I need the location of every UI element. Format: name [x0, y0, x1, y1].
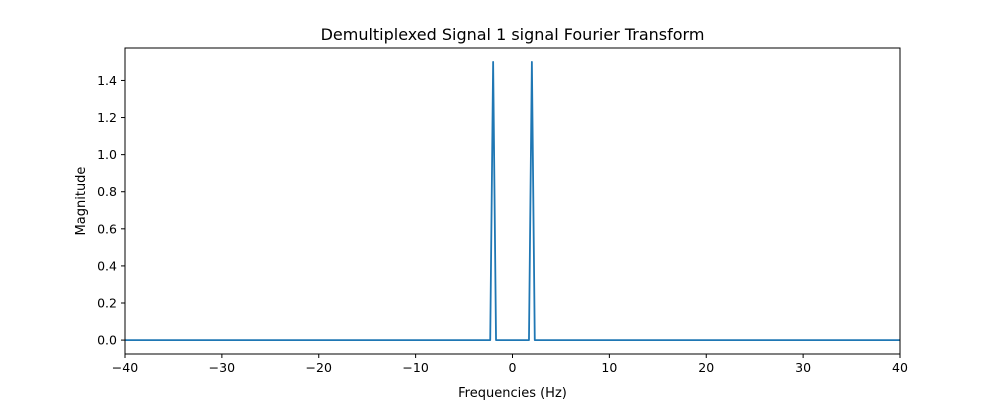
- x-tick-label: 0: [509, 360, 517, 375]
- y-tick-label: 1.0: [97, 147, 117, 162]
- x-tick-label: −40: [112, 360, 138, 375]
- y-tick-label: 0.4: [97, 258, 117, 273]
- y-axis-label: Magnitude: [74, 167, 89, 236]
- y-tick-label: 0.0: [97, 333, 117, 348]
- x-tick-label: −20: [306, 360, 332, 375]
- axes-frame: [124, 47, 901, 355]
- y-tick-label: 0.2: [97, 296, 117, 311]
- x-axis-label: Frequencies (Hz): [458, 386, 567, 400]
- plot-area: [125, 61, 900, 341]
- x-tick-label: 10: [601, 360, 617, 375]
- x-tick-label: 20: [698, 360, 714, 375]
- series-line-1: [125, 61, 900, 341]
- x-tick-label: 30: [795, 360, 811, 375]
- y-tick-label: 0.8: [97, 184, 117, 199]
- x-tick-label: 40: [892, 360, 908, 375]
- x-tick-label: −30: [209, 360, 235, 375]
- chart-title: Demultiplexed Signal 1 signal Fourier Tr…: [321, 25, 705, 44]
- axes: −40 −30 −20 −10 0 10 20 30 40 0.0 0.2 0.4 0.6 0.8 1.0 1…: [97, 47, 908, 375]
- y-tick-label: 1.4: [97, 73, 117, 88]
- y-tick-label: 1.2: [97, 110, 117, 125]
- x-tick-label: −10: [402, 360, 428, 375]
- y-tick-label: 0.6: [97, 221, 117, 236]
